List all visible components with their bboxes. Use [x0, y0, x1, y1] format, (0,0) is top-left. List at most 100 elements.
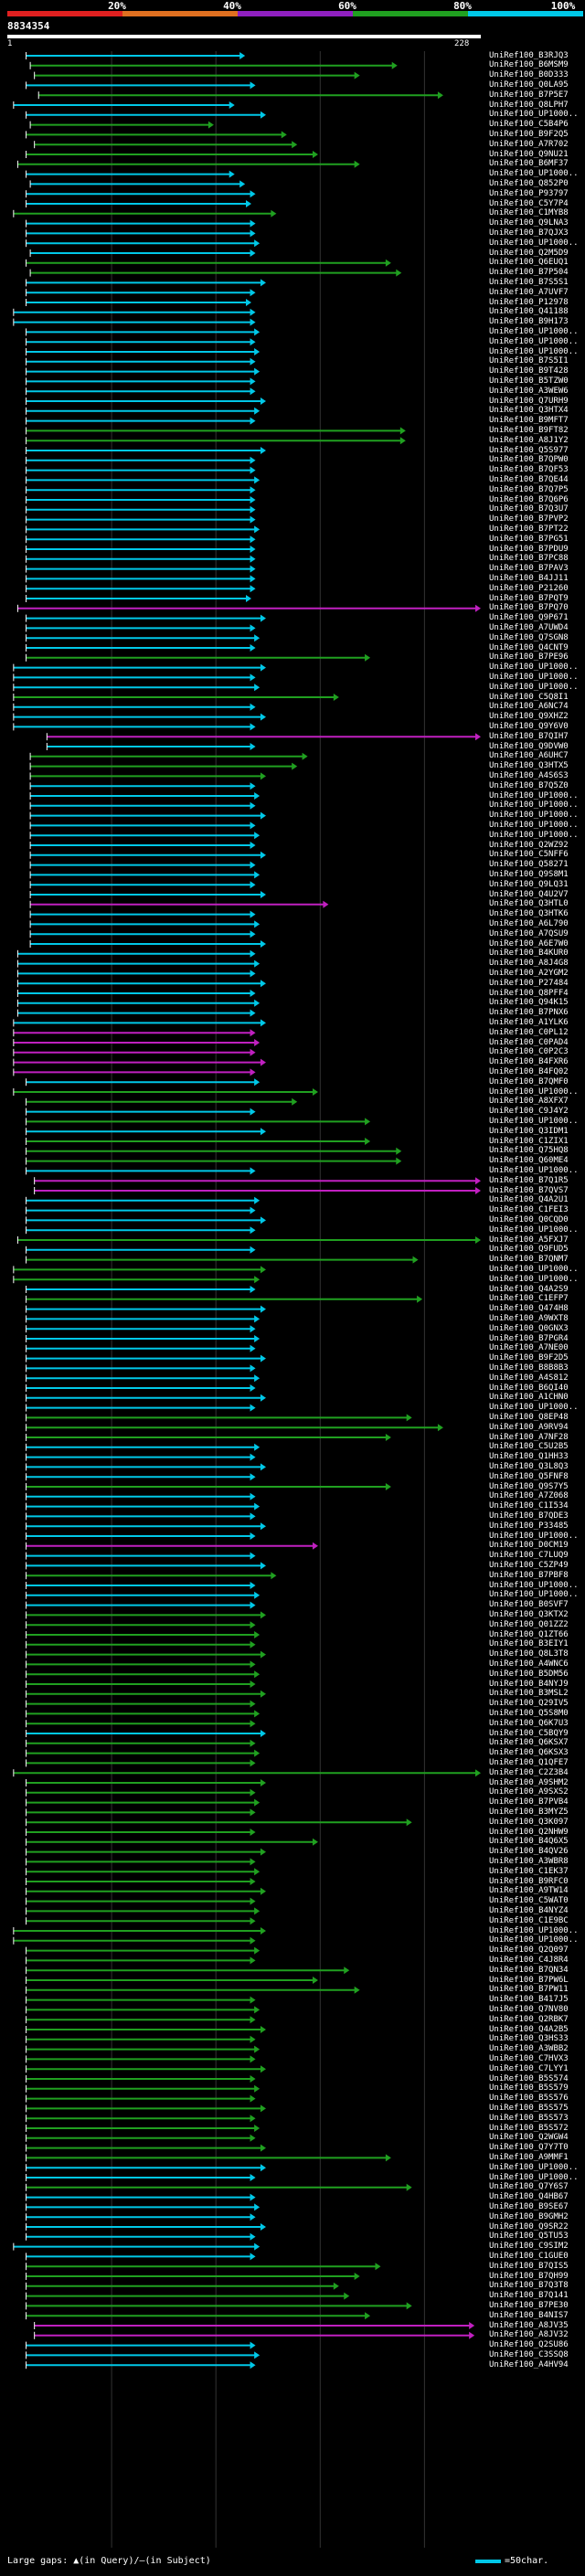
hit-label[interactable]: UniRef100_B7PC88	[489, 554, 569, 564]
hit-label[interactable]: UniRef100_Q7Y7T0	[489, 2143, 569, 2153]
hit-alignment[interactable]	[26, 456, 256, 464]
hit-label[interactable]: UniRef100_B4KUR0	[489, 949, 569, 959]
hit-label[interactable]: UniRef100_Q5S8M0	[489, 1708, 569, 1718]
hit-label[interactable]: UniRef100_A8JV32	[489, 2330, 569, 2340]
hit-label[interactable]: UniRef100_B4NYJ9	[489, 1679, 569, 1689]
hit-label[interactable]: UniRef100_B3EIY1	[489, 1639, 569, 1649]
hit-label[interactable]: UniRef100_B7PVP2	[489, 514, 569, 525]
hit-alignment[interactable]	[29, 180, 246, 188]
hit-alignment[interactable]	[26, 1730, 266, 1737]
hit-label[interactable]: UniRef100_Q4A2U1	[489, 1195, 569, 1205]
hit-alignment[interactable]	[13, 723, 256, 731]
hit-label[interactable]: UniRef100_B7QMF0	[489, 1076, 569, 1087]
hit-label[interactable]: UniRef100_Q3HTK6	[489, 909, 569, 919]
hit-label[interactable]: UniRef100_B9MFT7	[489, 416, 569, 426]
hit-label[interactable]: UniRef100_A4S6S3	[489, 770, 569, 780]
hit-alignment[interactable]	[26, 1394, 266, 1402]
hit-label[interactable]: UniRef100_UP1000..	[489, 830, 579, 840]
hit-label[interactable]: UniRef100_A9SHM2	[489, 1777, 569, 1787]
hit-alignment[interactable]	[34, 71, 360, 80]
hit-alignment[interactable]	[26, 2203, 261, 2211]
hit-alignment[interactable]	[26, 219, 256, 228]
hit-alignment[interactable]	[16, 980, 266, 988]
hit-label[interactable]: UniRef100_Q7Y6S7	[489, 2182, 569, 2192]
hit-label[interactable]: UniRef100_A7Z068	[489, 1491, 569, 1501]
hit-label[interactable]: UniRef100_B7S5I1	[489, 356, 569, 366]
hit-alignment[interactable]	[16, 959, 261, 968]
hit-label[interactable]: UniRef100_B7PBF8	[489, 1570, 569, 1580]
hit-alignment[interactable]	[13, 318, 256, 326]
hit-alignment[interactable]	[26, 1443, 261, 1451]
hit-alignment[interactable]	[26, 348, 261, 355]
hit-label[interactable]: UniRef100_B7PE96	[489, 652, 569, 663]
hit-label[interactable]: UniRef100_UP1000..	[489, 1165, 579, 1175]
hit-label[interactable]: UniRef100_B5S573	[489, 2113, 569, 2123]
hit-label[interactable]: UniRef100_B7PGR4	[489, 1333, 569, 1343]
hit-alignment[interactable]	[26, 1660, 256, 1669]
hit-alignment[interactable]	[26, 1483, 391, 1490]
hit-label[interactable]: UniRef100_B7PW6L	[489, 1975, 569, 1985]
hit-alignment[interactable]	[26, 1788, 256, 1797]
hit-label[interactable]: UniRef100_UP1000..	[489, 110, 579, 120]
hit-alignment[interactable]	[26, 1404, 256, 1412]
hit-alignment[interactable]	[26, 505, 256, 514]
hit-label[interactable]: UniRef100_Q4A2B5	[489, 2024, 569, 2034]
hit-alignment[interactable]	[26, 239, 261, 248]
hit-alignment[interactable]	[26, 1759, 256, 1767]
hit-alignment[interactable]	[16, 970, 256, 978]
hit-alignment[interactable]	[29, 249, 256, 257]
hit-alignment[interactable]	[26, 1364, 256, 1373]
hit-alignment[interactable]	[29, 782, 256, 790]
hit-alignment[interactable]	[26, 2273, 360, 2280]
hit-alignment[interactable]	[26, 1147, 402, 1155]
hit-alignment[interactable]	[26, 1522, 266, 1531]
hit-label[interactable]: UniRef100_Q8EP48	[489, 1412, 569, 1422]
hit-label[interactable]: UniRef100_A6E7W0	[489, 938, 569, 949]
hit-label[interactable]: UniRef100_Q6KSX7	[489, 1738, 569, 1748]
hit-label[interactable]: UniRef100_B7PAV3	[489, 564, 569, 574]
hit-alignment[interactable]	[46, 743, 256, 750]
hit-alignment[interactable]	[26, 2253, 256, 2261]
hit-alignment[interactable]	[26, 486, 256, 494]
hit-label[interactable]: UniRef100_Q9DVW0	[489, 741, 569, 751]
hit-alignment[interactable]	[26, 644, 256, 652]
hit-label[interactable]: UniRef100_Q7URH9	[489, 396, 569, 406]
hit-alignment[interactable]	[26, 1206, 256, 1214]
hit-alignment[interactable]	[26, 1492, 256, 1500]
hit-label[interactable]: UniRef100_A7NE00	[489, 1343, 569, 1353]
hit-alignment[interactable]	[34, 1177, 481, 1185]
hit-alignment[interactable]	[29, 762, 298, 770]
hit-label[interactable]: UniRef100_B7S5S1	[489, 277, 569, 287]
hit-alignment[interactable]	[26, 2084, 261, 2093]
hit-alignment[interactable]	[26, 1848, 266, 1856]
hit-label[interactable]: UniRef100_B7PE30	[489, 2300, 569, 2310]
hit-label[interactable]: UniRef100_B5TZW0	[489, 376, 569, 386]
hit-alignment[interactable]	[26, 1868, 261, 1876]
hit-label[interactable]: UniRef100_Q75HQ8	[489, 1146, 569, 1156]
hit-alignment[interactable]	[26, 2312, 371, 2320]
hit-label[interactable]: UniRef100_UP1000..	[489, 2162, 579, 2172]
hit-label[interactable]: UniRef100_Q3K097	[489, 1817, 569, 1827]
hit-label[interactable]: UniRef100_B7QNM7	[489, 1255, 569, 1265]
hit-label[interactable]: UniRef100_B7Q1R5	[489, 1175, 569, 1185]
hit-label[interactable]: UniRef100_B7QPW0	[489, 455, 569, 465]
hit-alignment[interactable]	[26, 2115, 256, 2123]
hit-alignment[interactable]	[26, 259, 391, 267]
hit-alignment[interactable]	[26, 1887, 266, 1895]
hit-label[interactable]: UniRef100_A7R702	[489, 139, 569, 149]
hit-label[interactable]: UniRef100_C1EFP7	[489, 1294, 569, 1304]
hit-label[interactable]: UniRef100_B7Q6P6	[489, 494, 569, 504]
hit-label[interactable]: UniRef100_UP1000..	[489, 326, 579, 336]
hit-alignment[interactable]	[37, 91, 443, 100]
hit-label[interactable]: UniRef100_UP1000..	[489, 346, 579, 356]
hit-alignment[interactable]	[26, 1226, 256, 1235]
hit-alignment[interactable]	[26, 624, 256, 632]
hit-alignment[interactable]	[29, 61, 398, 69]
hit-alignment[interactable]	[26, 1552, 256, 1560]
hit-alignment[interactable]	[26, 2144, 266, 2152]
hit-label[interactable]: UniRef100_Q9LQ31	[489, 879, 569, 889]
hit-alignment[interactable]	[26, 190, 256, 198]
hit-label[interactable]: UniRef100_UP1000..	[489, 1935, 579, 1945]
hit-alignment[interactable]	[26, 447, 266, 454]
hit-label[interactable]: UniRef100_Q1QFE7	[489, 1757, 569, 1767]
